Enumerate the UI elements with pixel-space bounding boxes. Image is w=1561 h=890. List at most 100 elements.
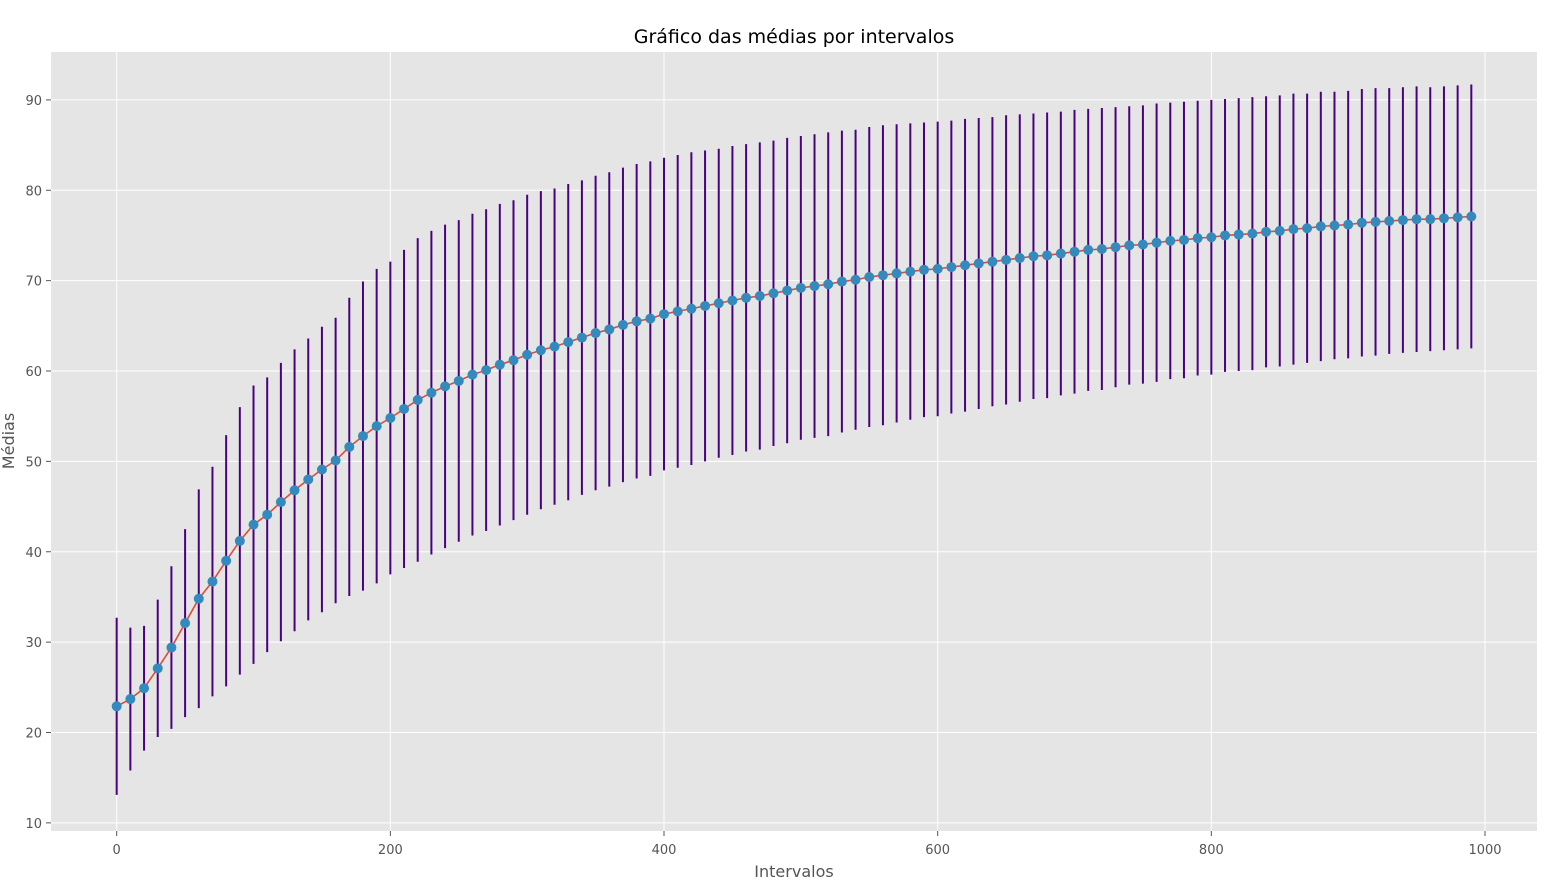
mean-point	[1425, 214, 1436, 225]
y-tick-label: 10	[25, 817, 42, 832]
mean-point	[1370, 216, 1381, 227]
mean-point	[1110, 242, 1121, 253]
x-tick-label: 200	[378, 843, 403, 858]
mean-point	[412, 394, 423, 405]
mean-point	[248, 519, 259, 530]
mean-point	[1069, 246, 1080, 257]
mean-point	[440, 381, 451, 392]
mean-point	[877, 270, 888, 281]
mean-point	[522, 349, 533, 360]
mean-point	[1356, 217, 1367, 228]
y-tick-label: 90	[25, 94, 42, 109]
mean-point	[1001, 254, 1012, 265]
x-axis-ticks: 0 200 400 600 800 1000	[113, 831, 1502, 858]
mean-point	[549, 341, 560, 352]
mean-point	[221, 555, 232, 566]
mean-point	[535, 345, 546, 356]
mean-point	[1206, 232, 1217, 243]
mean-point	[918, 264, 929, 275]
mean-point	[905, 266, 916, 277]
mean-point	[1274, 225, 1285, 236]
y-axis-ticks: 10 20 30 40 50 60 70 80 90	[25, 94, 51, 832]
mean-point	[1397, 215, 1408, 226]
mean-point	[1192, 233, 1203, 244]
x-tick-label: 600	[925, 843, 950, 858]
mean-point	[303, 474, 314, 485]
mean-point	[782, 285, 793, 296]
y-axis-label: Médias	[0, 413, 18, 469]
mean-point	[1151, 237, 1162, 248]
mean-point	[1302, 223, 1313, 234]
mean-point	[399, 403, 410, 414]
y-tick-label: 60	[25, 365, 42, 380]
mean-point	[481, 365, 492, 376]
mean-point	[1329, 220, 1340, 231]
mean-point	[1014, 253, 1025, 264]
x-tick-label: 400	[652, 843, 677, 858]
y-tick-label: 70	[25, 275, 42, 290]
y-tick-label: 40	[25, 546, 42, 561]
mean-markers	[111, 211, 1477, 712]
mean-point	[1178, 234, 1189, 245]
mean-point	[330, 455, 341, 466]
mean-point	[166, 642, 177, 653]
mean-point	[659, 309, 670, 320]
x-tick-label: 1000	[1468, 843, 1501, 858]
mean-point	[850, 274, 861, 285]
mean-point	[836, 276, 847, 287]
mean-point	[1096, 244, 1107, 255]
mean-point	[1438, 213, 1449, 224]
mean-point	[1083, 244, 1094, 255]
mean-point	[987, 256, 998, 267]
x-tick-label: 800	[1199, 843, 1224, 858]
mean-point	[1452, 212, 1463, 223]
mean-point	[1343, 219, 1354, 230]
mean-point	[234, 535, 245, 546]
mean-point	[823, 279, 834, 290]
mean-point	[1466, 211, 1477, 222]
mean-point	[590, 328, 601, 339]
mean-point	[1028, 251, 1039, 262]
mean-point	[576, 332, 587, 343]
mean-point	[700, 300, 711, 311]
y-tick-label: 20	[25, 726, 42, 741]
mean-point	[1042, 250, 1053, 261]
y-tick-label: 30	[25, 636, 42, 651]
mean-point	[125, 694, 136, 705]
mean-point	[631, 316, 642, 327]
mean-point	[563, 337, 574, 348]
mean-point	[795, 282, 806, 293]
mean-point	[754, 291, 765, 302]
mean-point	[1247, 228, 1258, 239]
mean-point	[864, 272, 875, 283]
mean-point	[453, 375, 464, 386]
mean-point	[1384, 215, 1395, 226]
mean-point	[932, 263, 943, 274]
mean-point	[316, 464, 327, 475]
mean-point	[1233, 229, 1244, 240]
mean-point	[1411, 214, 1422, 225]
mean-point	[617, 319, 628, 330]
mean-point	[1165, 235, 1176, 246]
mean-point	[1220, 230, 1231, 241]
mean-point	[357, 431, 368, 442]
mean-point	[193, 593, 204, 604]
mean-point	[207, 576, 218, 587]
mean-point	[180, 618, 191, 629]
mean-point	[139, 683, 150, 694]
mean-point	[713, 298, 724, 309]
mean-point	[809, 281, 820, 292]
mean-point	[289, 485, 300, 496]
chart-title: Gráfico das médias por intervalos	[634, 26, 955, 48]
grid-lines	[51, 52, 1537, 831]
x-axis-label: Intervalos	[754, 862, 833, 881]
mean-point	[1137, 239, 1148, 250]
mean-point	[672, 306, 683, 317]
mean-point	[262, 509, 273, 520]
mean-point	[1124, 240, 1135, 251]
mean-point	[645, 313, 656, 324]
mean-point	[946, 262, 957, 273]
mean-point	[385, 413, 396, 424]
mean-point	[426, 387, 437, 398]
